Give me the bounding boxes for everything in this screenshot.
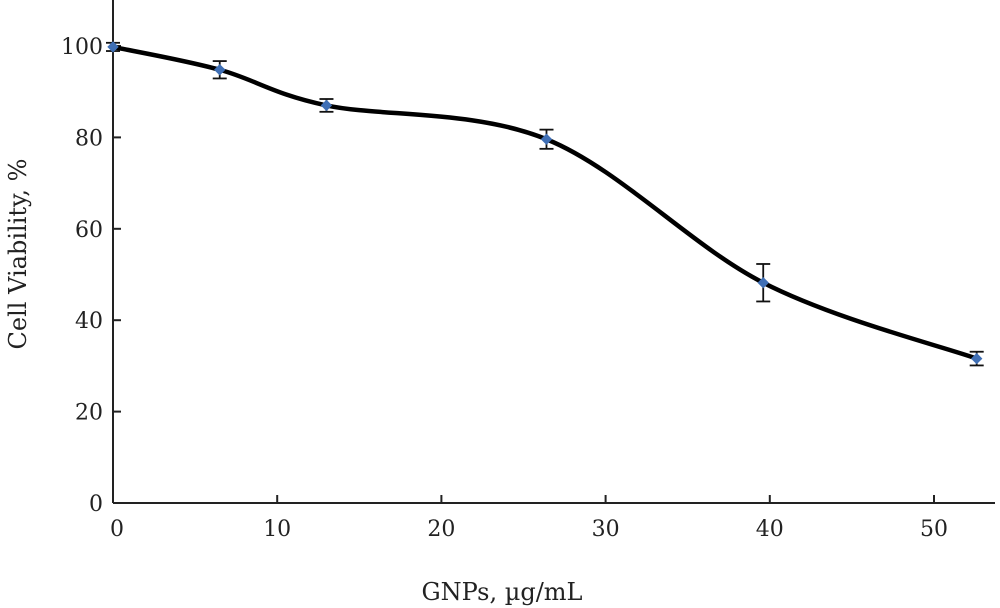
data-point bbox=[970, 352, 983, 365]
x-tick-label: 0 bbox=[110, 517, 124, 542]
data-point bbox=[214, 64, 226, 76]
data-point bbox=[757, 277, 769, 289]
data-point bbox=[320, 99, 333, 112]
axes bbox=[112, 0, 995, 504]
x-tick-label: 40 bbox=[756, 517, 784, 542]
data-point bbox=[107, 41, 119, 53]
x-tick-label: 20 bbox=[427, 517, 455, 542]
data-point bbox=[540, 133, 553, 145]
y-tick-label: 80 bbox=[75, 126, 103, 151]
x-axis-ticks: 0 10 20 30 40 50 bbox=[110, 495, 948, 542]
y-tick-label: 40 bbox=[75, 309, 103, 334]
y-axis-title: Cell Viability, % bbox=[4, 159, 32, 350]
series-layer bbox=[106, 41, 984, 367]
series-line bbox=[112, 44, 978, 361]
y-axis-ticks: 0 20 40 60 80 100 bbox=[61, 35, 121, 517]
x-tick-label: 30 bbox=[592, 517, 620, 542]
y-tick-label: 20 bbox=[75, 401, 103, 426]
x-tick-label: 50 bbox=[920, 517, 948, 542]
x-axis-title: GNPs, µg/mL bbox=[422, 578, 583, 606]
y-tick-label: 0 bbox=[89, 492, 103, 517]
x-tick-label: 10 bbox=[263, 517, 291, 542]
y-tick-label: 60 bbox=[75, 218, 103, 243]
y-tick-label: 100 bbox=[61, 35, 103, 60]
